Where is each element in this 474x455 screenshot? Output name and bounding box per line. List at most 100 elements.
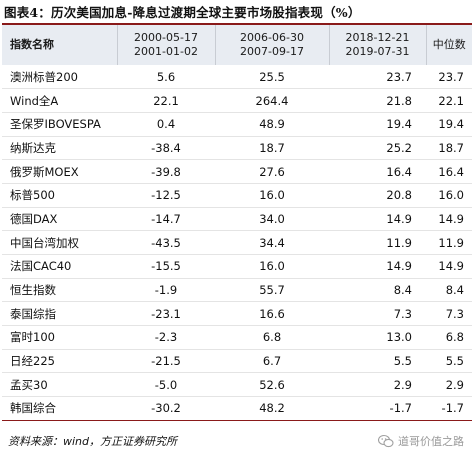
period-3-value: 7.3 [329,301,426,327]
index-name-cell: 孟买30 [2,372,117,398]
table-row: 圣保罗IBOVESPA 0.4 48.9 19.4 19.4 [2,112,472,137]
period-1-value: -14.7 [117,207,215,232]
table-row: 德国DAX -14.7 34.0 14.9 14.9 [2,207,472,232]
index-name-cell: Wind全A [2,88,117,113]
median-value: 14.9 [426,254,472,279]
median-value: 8.4 [426,278,472,303]
period-2-value: 52.6 [215,372,329,398]
period-2-value: 18.7 [215,136,329,161]
period-1-value: -12.5 [117,183,215,208]
period-3-value: 21.8 [329,88,426,113]
period-3-value: 20.8 [329,183,426,208]
period-1-value: 0.4 [117,112,215,137]
period-3-value: 8.4 [329,278,426,303]
period-2-value: 16.0 [215,254,329,279]
table-row: 中国台湾加权 -43.5 34.4 11.9 11.9 [2,230,472,255]
table-title: 图表4：历次美国加息-降息过渡期全球主要市场股指表现（%） [4,5,361,20]
index-performance-table: 指数名称 2000-05-17 2001-01-02 2006-06-30 20… [2,25,472,421]
period-2-value: 55.7 [215,278,329,303]
period-3-value: -1.7 [329,396,426,421]
index-name-cell: 标普500 [2,183,117,208]
column-header-period-2: 2006-06-30 2007-09-17 [214,25,329,65]
table-row: 纳斯达克 -38.4 18.7 25.2 18.7 [2,136,472,161]
period-3-value: 16.4 [329,159,426,184]
index-name-cell: 中国台湾加权 [2,230,117,255]
median-value: 16.0 [426,183,472,208]
period-2-value: 34.4 [215,230,329,255]
period-1-end: 2001-01-02 [134,45,198,58]
period-2-value: 25.5 [215,65,329,90]
period-1-value: 5.6 [117,65,215,90]
period-3-value: 14.9 [329,207,426,232]
period-1-value: -1.9 [117,278,215,303]
column-header-period-1: 2000-05-17 2001-01-02 [116,25,215,65]
index-name-cell: 纳斯达克 [2,136,117,161]
index-name-cell: 泰国综指 [2,301,117,327]
table-body: 澳洲标普200 5.6 25.5 23.7 23.7 Wind全A 22.1 264.4 21.… [2,65,472,421]
index-name-cell: 澳洲标普200 [2,65,117,90]
period-2-value: 48.9 [215,112,329,137]
period-1-value: -2.3 [117,325,215,350]
median-value: 7.3 [426,301,472,327]
period-1-value: -39.8 [117,159,215,184]
index-name-cell: 俄罗斯MOEX [2,159,117,184]
median-value: 6.8 [426,325,472,350]
period-2-start: 2006-06-30 [240,31,304,44]
median-value: 11.9 [426,230,472,255]
table-row: 韩国综合 -30.2 48.2 -1.7 -1.7 [2,396,472,421]
median-value: 14.9 [426,207,472,232]
wechat-icon [377,434,394,448]
index-name-cell: 韩国综合 [2,396,117,421]
median-value: 5.5 [426,349,472,374]
period-1-value: -43.5 [117,230,215,255]
period-2-end: 2007-09-17 [240,45,304,58]
median-value: 18.7 [426,136,472,161]
period-2-value: 6.8 [215,325,329,350]
median-value: 22.1 [426,88,472,113]
column-header-period-3: 2018-12-21 2019-07-31 [328,25,426,65]
period-3-value: 2.9 [329,372,426,398]
period-3-value: 13.0 [329,325,426,350]
header-row: 指数名称 2000-05-17 2001-01-02 2006-06-30 20… [2,25,472,65]
period-3-value: 25.2 [329,136,426,161]
period-3-value: 23.7 [329,65,426,90]
table-row: 孟买30 -5.0 52.6 2.9 2.9 [2,372,472,398]
period-2-value: 34.0 [215,207,329,232]
period-2-value: 16.0 [215,183,329,208]
watermark: 道哥价值之路 [377,431,464,451]
index-name-cell: 圣保罗IBOVESPA [2,112,117,137]
table-row: 日经225 -21.5 6.7 5.5 5.5 [2,349,472,374]
median-value: 16.4 [426,159,472,184]
period-3-end: 2019-07-31 [345,45,410,58]
period-3-value: 19.4 [329,112,426,137]
median-value: 19.4 [426,112,472,137]
table-row: Wind全A 22.1 264.4 21.8 22.1 [2,88,472,113]
period-3-value: 5.5 [329,349,426,374]
period-1-value: -21.5 [117,349,215,374]
column-header-index-name: 指数名称 [2,25,117,65]
median-value: -1.7 [426,396,472,421]
title-divider [2,23,472,25]
period-3-value: 11.9 [329,230,426,255]
period-2-value: 6.7 [215,349,329,374]
table-row: 富时100 -2.3 6.8 13.0 6.8 [2,325,472,350]
period-3-start: 2018-12-21 [345,31,410,44]
table-row: 标普500 -12.5 16.0 20.8 16.0 [2,183,472,208]
period-1-value: -38.4 [117,136,215,161]
index-name-cell: 日经225 [2,349,117,374]
index-name-cell: 德国DAX [2,207,117,232]
table-row: 澳洲标普200 5.6 25.5 23.7 23.7 [2,65,472,90]
index-name-cell: 恒生指数 [2,278,117,303]
watermark-text: 道哥价值之路 [398,435,464,448]
period-1-value: -5.0 [117,372,215,398]
table-row: 俄罗斯MOEX -39.8 27.6 16.4 16.4 [2,159,472,184]
column-header-median: 中位数 [425,25,472,65]
period-1-value: -30.2 [117,396,215,421]
period-3-value: 14.9 [329,254,426,279]
median-value: 23.7 [426,65,472,90]
source-note: 资料来源：wind，方正证券研究所 [8,435,178,448]
period-1-value: -15.5 [117,254,215,279]
index-name-cell: 法国CAC40 [2,254,117,279]
table-row: 法国CAC40 -15.5 16.0 14.9 14.9 [2,254,472,279]
period-2-value: 27.6 [215,159,329,184]
